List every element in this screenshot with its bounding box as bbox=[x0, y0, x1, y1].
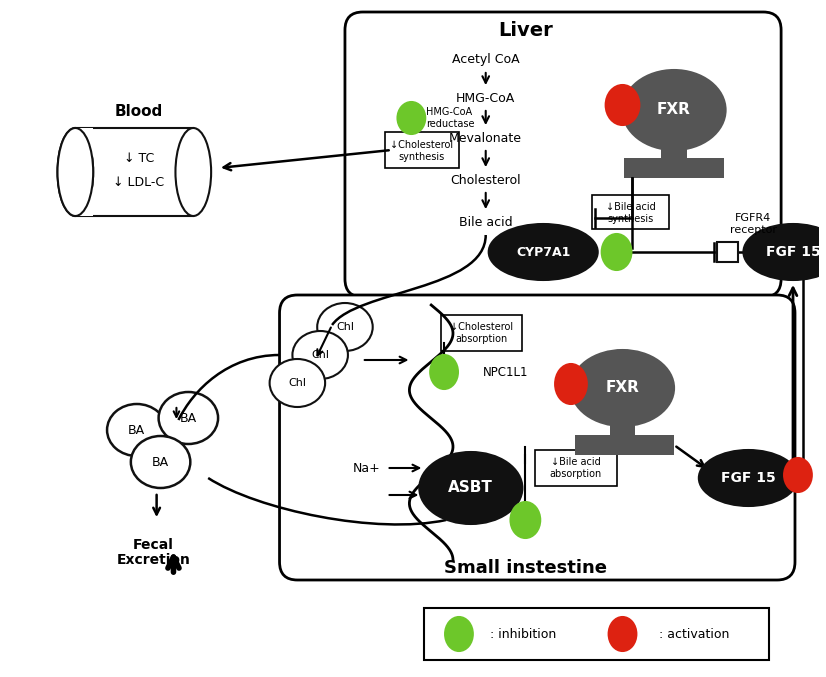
Text: Mevalonate: Mevalonate bbox=[449, 131, 522, 144]
FancyBboxPatch shape bbox=[717, 242, 738, 262]
Ellipse shape bbox=[58, 128, 93, 216]
Text: HMG-CoA: HMG-CoA bbox=[456, 91, 515, 104]
Text: Chl: Chl bbox=[336, 322, 354, 332]
Ellipse shape bbox=[317, 303, 373, 351]
Ellipse shape bbox=[743, 224, 826, 280]
Text: absorption: absorption bbox=[550, 469, 602, 479]
Text: ↓ LDL-C: ↓ LDL-C bbox=[113, 175, 164, 188]
Text: Bile acid: Bile acid bbox=[459, 215, 512, 229]
Text: synthesis: synthesis bbox=[607, 214, 653, 224]
Text: BA: BA bbox=[128, 424, 145, 437]
Text: FGF 15: FGF 15 bbox=[766, 245, 820, 259]
Text: BA: BA bbox=[152, 456, 169, 468]
Text: absorption: absorption bbox=[456, 334, 508, 344]
Text: Blood: Blood bbox=[115, 104, 163, 120]
Ellipse shape bbox=[601, 234, 631, 270]
FancyBboxPatch shape bbox=[535, 450, 616, 486]
Text: Chl: Chl bbox=[288, 378, 306, 388]
Text: NPC1L1: NPC1L1 bbox=[482, 366, 529, 378]
Ellipse shape bbox=[159, 392, 218, 444]
FancyBboxPatch shape bbox=[441, 315, 522, 351]
Ellipse shape bbox=[107, 404, 167, 456]
Text: Na+: Na+ bbox=[353, 462, 381, 475]
Text: receptor: receptor bbox=[730, 225, 776, 235]
Text: Cholesterol: Cholesterol bbox=[450, 173, 521, 186]
Text: CYP7A1: CYP7A1 bbox=[516, 246, 571, 259]
Text: : activation: : activation bbox=[658, 628, 729, 640]
Text: Chl: Chl bbox=[311, 350, 330, 360]
FancyBboxPatch shape bbox=[345, 12, 781, 297]
Text: ↓Cholesterol: ↓Cholesterol bbox=[390, 140, 453, 150]
Text: FGF 15: FGF 15 bbox=[721, 471, 776, 485]
Ellipse shape bbox=[571, 350, 674, 426]
Ellipse shape bbox=[445, 617, 472, 651]
Text: FXR: FXR bbox=[605, 380, 639, 395]
Ellipse shape bbox=[131, 436, 190, 488]
Ellipse shape bbox=[623, 70, 725, 150]
FancyBboxPatch shape bbox=[591, 195, 669, 229]
Text: ↓Bile acid: ↓Bile acid bbox=[605, 202, 655, 212]
Ellipse shape bbox=[430, 355, 458, 389]
Text: Fecal: Fecal bbox=[133, 538, 174, 552]
Text: : inhibition: : inhibition bbox=[491, 628, 557, 640]
Text: Excretion: Excretion bbox=[116, 553, 191, 567]
Ellipse shape bbox=[175, 128, 211, 216]
Ellipse shape bbox=[699, 450, 798, 506]
Text: FXR: FXR bbox=[657, 102, 691, 118]
Ellipse shape bbox=[269, 359, 325, 407]
Text: reductase: reductase bbox=[426, 119, 475, 129]
Ellipse shape bbox=[555, 364, 586, 404]
Text: BA: BA bbox=[180, 412, 197, 424]
FancyBboxPatch shape bbox=[661, 140, 687, 160]
Text: FGFR4: FGFR4 bbox=[735, 213, 771, 223]
FancyBboxPatch shape bbox=[75, 128, 93, 216]
Text: HMG-CoA: HMG-CoA bbox=[426, 107, 472, 117]
FancyBboxPatch shape bbox=[624, 158, 724, 178]
Ellipse shape bbox=[510, 502, 540, 538]
Ellipse shape bbox=[292, 331, 348, 379]
Ellipse shape bbox=[489, 224, 598, 280]
FancyBboxPatch shape bbox=[279, 295, 795, 580]
Ellipse shape bbox=[605, 85, 639, 125]
Text: Small instestine: Small instestine bbox=[444, 559, 607, 577]
Text: ↓Cholesterol: ↓Cholesterol bbox=[450, 322, 513, 332]
Ellipse shape bbox=[58, 128, 93, 216]
FancyBboxPatch shape bbox=[575, 435, 674, 455]
Text: Acetyl CoA: Acetyl CoA bbox=[452, 53, 520, 66]
FancyBboxPatch shape bbox=[610, 415, 635, 437]
Ellipse shape bbox=[420, 452, 522, 524]
Text: ↓ TC: ↓ TC bbox=[124, 152, 154, 165]
Ellipse shape bbox=[784, 458, 812, 492]
FancyBboxPatch shape bbox=[425, 608, 769, 660]
Text: ↓Bile acid: ↓Bile acid bbox=[551, 457, 601, 467]
Text: synthesis: synthesis bbox=[398, 152, 444, 162]
Ellipse shape bbox=[609, 617, 636, 651]
FancyBboxPatch shape bbox=[385, 132, 459, 168]
Ellipse shape bbox=[397, 102, 425, 134]
Text: Liver: Liver bbox=[498, 20, 553, 39]
Text: ASBT: ASBT bbox=[449, 481, 493, 496]
FancyBboxPatch shape bbox=[75, 128, 193, 216]
